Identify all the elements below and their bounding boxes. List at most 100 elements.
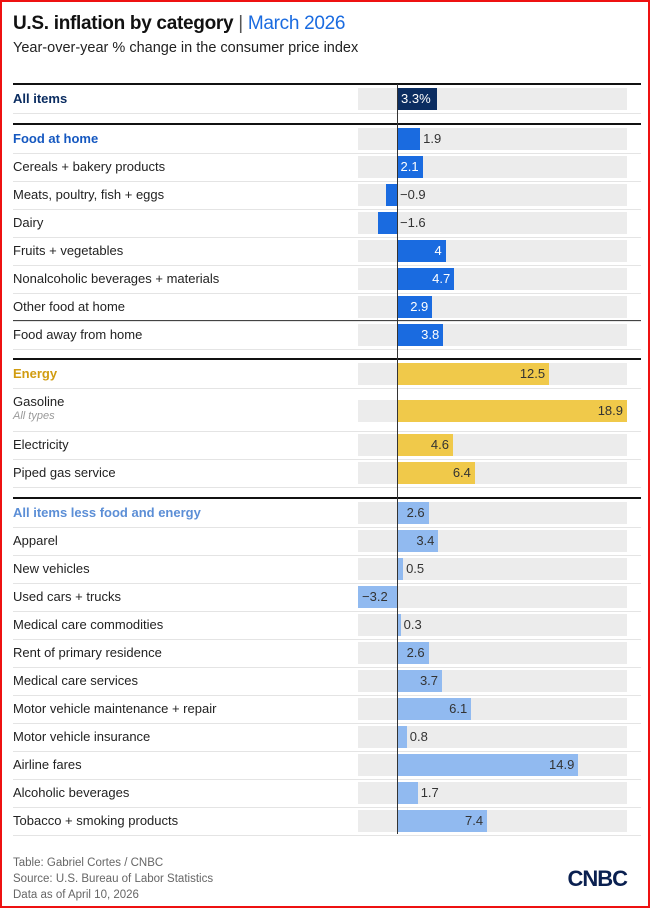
bar-track [358,212,627,234]
row-divider [13,611,641,612]
section-rule [13,497,641,499]
table-row: Food at home 1.9 [0,125,650,153]
row-divider [13,695,641,696]
value-label: −1.6 [400,215,426,230]
value-label: 3.4 [416,533,435,548]
row-divider [13,835,641,836]
row-note: All types [13,410,55,422]
bar-track [358,782,627,804]
table-row: Electricity 4.6 [0,431,650,459]
value-label: 3.7 [419,673,439,688]
table-row: Medical care commodities 0.3 [0,611,650,639]
bar [397,434,453,456]
table-row: Apparel 3.4 [0,527,650,555]
table-row: Fruits + vegetables 4 [0,237,650,265]
bar [397,156,423,178]
bar [386,184,397,206]
value-label: 12.5 [519,366,546,381]
row-divider [13,723,641,724]
row-label: All items less food and energy [13,505,201,520]
row-label: Piped gas service [13,465,116,480]
value-label: −3.2 [362,589,388,604]
table-row: Piped gas service 6.4 [0,459,650,487]
row-label: Medical care services [13,673,138,688]
section-rule [13,358,641,360]
row-divider [13,459,641,460]
row-label: Apparel [13,533,58,548]
bar [397,642,429,664]
bar [397,726,407,748]
row-label: Meats, poultry, fish + eggs [13,187,165,202]
row-label: Other food at home [13,299,126,314]
value-label: 3.8 [421,327,440,342]
value-label: 0.8 [409,729,428,744]
bar-track [358,558,627,580]
row-label: Alcoholic beverages [13,785,130,800]
table-row: Energy 12.5 [0,360,650,388]
row-divider [13,751,641,752]
bar [397,88,438,110]
value-label: 18.9 [597,402,623,418]
bar [397,363,550,385]
row-divider [13,113,641,114]
row-label: Used cars + trucks [13,589,122,604]
row-label: New vehicles [13,561,90,576]
footer-credit: Table: Gabriel Cortes / CNBC [13,857,164,869]
row-divider [13,779,641,780]
row-label: Motor vehicle insurance [13,729,151,744]
title-separator: | [238,13,243,34]
row-divider [13,639,641,640]
table-row: Tobacco + smoking products 7.4 [0,807,650,835]
row-label: Airline fares [13,757,82,772]
value-label: 4.6 [430,437,449,452]
bar [397,399,627,422]
row-label: Motor vehicle maintenance + repair [13,701,217,716]
bar [397,296,433,318]
bar-track [358,128,627,150]
value-label: −0.9 [400,187,426,202]
bar [397,268,455,290]
value-label: 0.5 [406,561,425,576]
table-row: All items less food and energy 2.6 [0,499,650,527]
row-divider [13,321,641,322]
bar [397,128,421,150]
table-row: Motor vehicle maintenance + repair 6.1 [0,695,650,723]
section-rule [13,83,641,85]
row-label: Nonalcoholic beverages + materials [13,271,220,286]
zero-line [397,84,398,834]
row-divider [13,667,641,668]
value-label: 2.6 [406,645,425,660]
row-divider [13,293,641,294]
bar [397,502,429,524]
bar-track [358,184,627,206]
row-label: Rent of primary residence [13,645,162,660]
bar-track [358,614,627,636]
bar [397,530,439,552]
row-divider [13,209,641,210]
row-divider [13,388,641,389]
chart-subtitle: Year-over-year % change in the consumer … [13,40,359,56]
value-label: 2.1 [400,159,419,174]
row-divider [13,527,641,528]
bar [397,240,446,262]
bar [397,698,472,720]
row-label: Medical care commodities [13,617,164,632]
row-divider [13,583,641,584]
value-label: 3.3% [401,91,431,106]
row-divider [13,265,641,266]
bar-track [358,726,627,748]
row-label: All items [13,91,68,106]
value-label: 0.3 [403,617,422,632]
bar [358,586,397,608]
table-row: Airline fares 14.9 [0,751,650,779]
bar [397,558,404,580]
value-label: 2.6 [406,505,425,520]
value-label: 4.7 [432,271,451,286]
table-row: Alcoholic beverages 1.7 [0,779,650,807]
row-label: Fruits + vegetables [13,243,124,258]
row-label: Dairy [13,215,44,230]
bar [397,810,488,832]
row-label: Electricity [13,437,69,452]
bar [397,670,443,692]
table-row: Motor vehicle insurance 0.8 [0,723,650,751]
